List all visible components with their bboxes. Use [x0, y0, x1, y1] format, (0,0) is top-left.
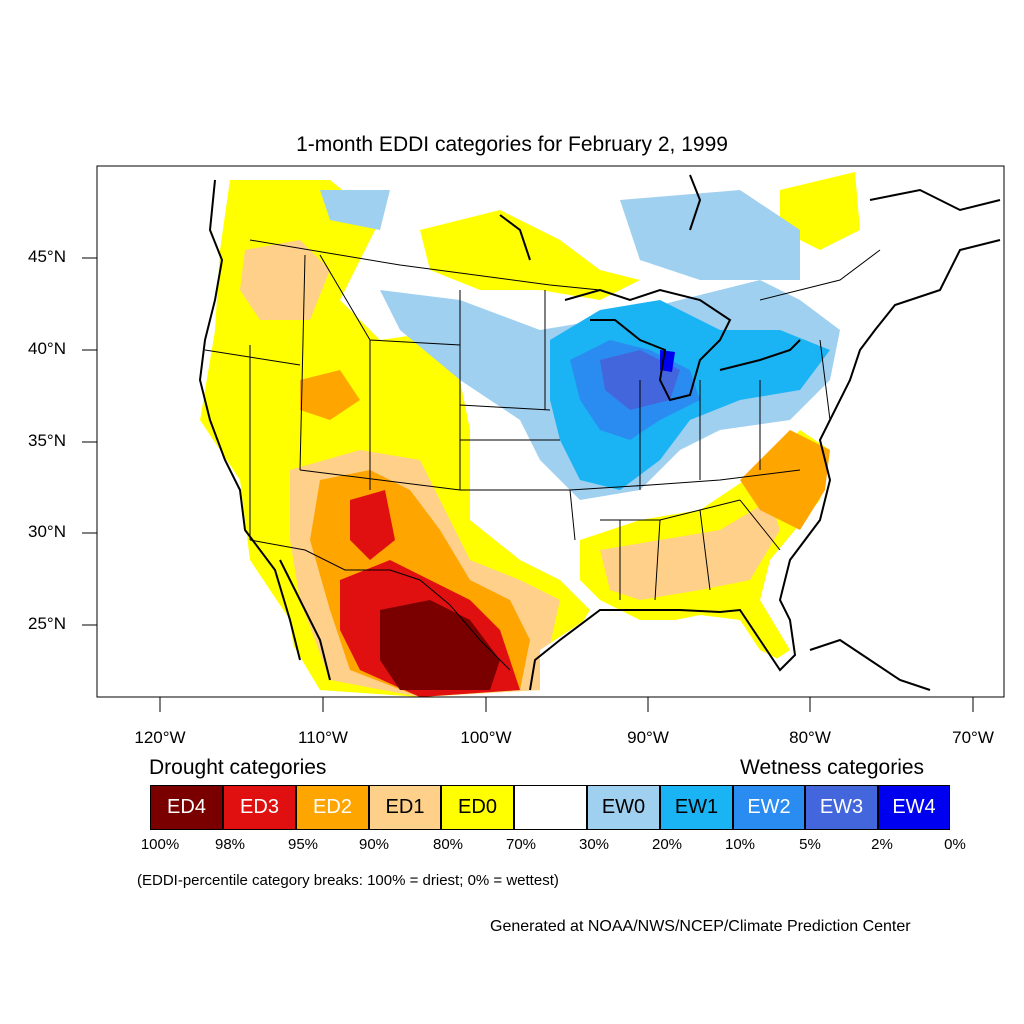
legend-label-ed4: ED4	[167, 796, 206, 818]
legend-box-ew2: EW2	[733, 785, 805, 830]
atlantic-ocean	[780, 280, 1004, 697]
ed0-field-north	[420, 210, 640, 300]
legend-label-ed1: ED1	[385, 796, 425, 818]
lat-label-35: 35°N	[28, 431, 66, 450]
state-borders	[204, 239, 881, 671]
legend-box-ed1: ED1	[369, 785, 441, 830]
state-lines-east	[569, 339, 831, 601]
lake-erie	[719, 339, 801, 371]
legend-box-ew1: EW1	[660, 785, 733, 830]
lon-label-110: 110°W	[298, 728, 348, 747]
break-label: 20%	[651, 836, 683, 853]
ed1-field-southeast	[600, 500, 780, 600]
ed4-field-mexico	[380, 600, 500, 690]
lon-label-120: 120°W	[134, 728, 186, 747]
ed2-field-idaho	[300, 370, 360, 420]
legend-box-ed2: ED2	[296, 785, 369, 830]
lat-label-30: 30°N	[28, 522, 66, 541]
legend-box-neutral	[514, 785, 587, 830]
map-frame	[96, 165, 1005, 698]
drought-heading: Drought categories	[149, 756, 327, 779]
ed3-field-newmexico	[350, 490, 395, 560]
legend-label-ed3: ED3	[240, 796, 279, 818]
legend-box-ew3: EW3	[805, 785, 878, 830]
break-label: 0%	[944, 836, 966, 853]
ed2-field-carolinas	[740, 430, 830, 530]
legend-label-ew2: EW2	[747, 796, 791, 818]
break-label: 95%	[287, 836, 319, 853]
lon-label-80: 80°W	[789, 728, 831, 747]
baja-coast	[279, 559, 331, 681]
legend-box-ew4: EW4	[878, 785, 950, 830]
map-title: 1-month EDDI categories for February 2, …	[296, 133, 728, 156]
us-canada-border	[249, 239, 881, 301]
credit-line: Generated at NOAA/NWS/NCEP/Climate Predi…	[490, 918, 911, 935]
legend-label-ed2: ED2	[313, 796, 352, 818]
legend-label-ew1: EW1	[674, 796, 719, 818]
category-note: (EDDI-percentile category breaks: 100% =…	[137, 872, 559, 889]
gulf-coast	[529, 239, 1001, 691]
map-field	[97, 166, 1004, 697]
lon-label-100: 100°W	[460, 728, 512, 747]
state-lines-west	[204, 254, 576, 541]
ed1-field-northwest	[240, 240, 330, 320]
lon-label-70: 70°W	[952, 728, 994, 747]
break-label: 5%	[799, 836, 821, 853]
lon-label-90: 90°W	[627, 728, 669, 747]
ew0-field-canada	[620, 190, 800, 280]
canada-east	[860, 166, 1004, 290]
gulf-of-mexico	[540, 610, 800, 697]
legend-label-ew0: EW0	[601, 796, 646, 818]
break-label: 90%	[358, 836, 390, 853]
west-coast	[198, 179, 301, 661]
break-label: 30%	[578, 836, 610, 853]
legend-box-ed3: ED3	[223, 785, 296, 830]
break-label: 80%	[432, 836, 464, 853]
coastlines	[198, 174, 1001, 691]
wetness-heading: Wetness categories	[740, 756, 925, 779]
cuba	[809, 638, 931, 691]
hudson-bay-coast	[499, 174, 1001, 261]
legend-box-ew0: EW0	[587, 785, 660, 830]
axis-ticks	[82, 257, 974, 712]
legend-box-ed0: ED0	[441, 785, 514, 830]
great-lakes	[564, 288, 732, 402]
lat-label-25: 25°N	[28, 614, 66, 633]
legend-label-ed0: ED0	[458, 796, 497, 818]
lat-label-45: 45°N	[28, 247, 66, 266]
break-label: 98%	[214, 836, 246, 853]
break-label: 2%	[871, 836, 893, 853]
break-label: 10%	[724, 836, 756, 853]
ew0-field-northwest	[320, 190, 390, 230]
lat-label-40: 40°N	[28, 339, 66, 358]
break-label: 100%	[140, 836, 180, 853]
break-label: 70%	[505, 836, 537, 853]
legend-label-ew4: EW4	[892, 796, 936, 818]
legend-label-ew3: EW3	[819, 796, 864, 818]
us-mexico-border	[249, 539, 511, 671]
legend-box-ed4: ED4	[150, 785, 223, 830]
pacific-ocean	[97, 166, 300, 697]
